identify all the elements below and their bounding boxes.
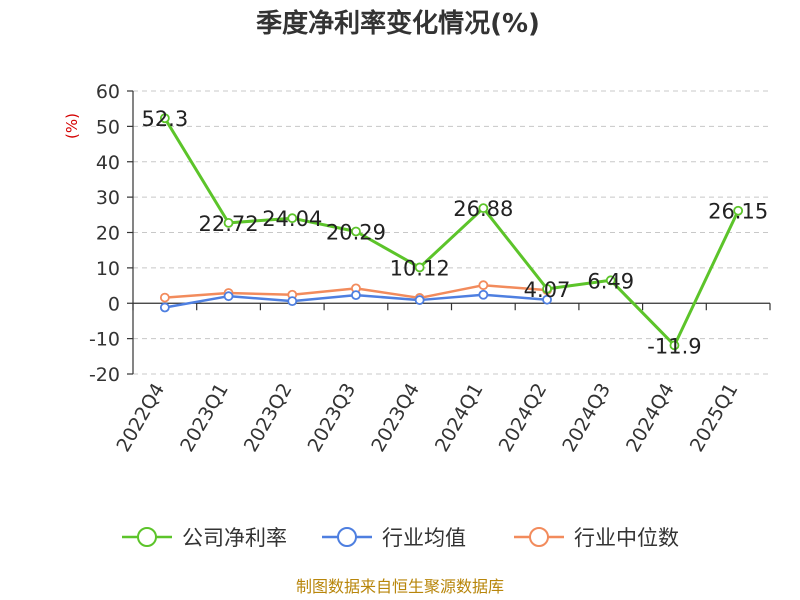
legend-label: 行业均值	[382, 526, 466, 550]
y-tick-label: 60	[96, 81, 120, 103]
y-tick-label: -20	[89, 364, 120, 386]
x-tick-label: 2024Q2	[495, 380, 552, 456]
data-point	[287, 213, 298, 224]
y-tick-label: 50	[96, 116, 120, 138]
legend-label: 公司净利率	[182, 526, 287, 550]
y-tick-label: -10	[89, 329, 120, 351]
legend-marker	[137, 527, 157, 547]
y-tick-label: 40	[96, 152, 120, 174]
data-label: 24.04	[262, 207, 322, 231]
series-lines	[159, 113, 744, 351]
x-tick-label: 2024Q1	[431, 379, 488, 455]
grid-lines	[133, 90, 770, 375]
chart-title: 季度净利率变化情况(%)	[256, 8, 540, 39]
data-point	[478, 289, 489, 300]
data-point	[351, 290, 361, 301]
x-tick-label: 2023Q3	[304, 380, 361, 456]
x-tick-labels: 2022Q4 2023Q1 2023Q2 2023Q3 2023Q4 2024Q1 2024…	[112, 379, 742, 455]
data-point	[287, 296, 298, 307]
x-tick-label: 2023Q1	[176, 380, 233, 456]
y-tick-label: 10	[96, 258, 120, 280]
x-tick-label: 2023Q4	[367, 380, 424, 456]
data-label: 52.3	[141, 107, 188, 131]
data-label: -11.9	[647, 334, 701, 358]
data-point	[159, 292, 170, 303]
x-tick-label: 2024Q3	[558, 380, 615, 456]
data-label: 26.15	[708, 200, 768, 224]
legend-item[interactable]: 公司净利率	[122, 526, 287, 550]
data-point	[223, 291, 234, 302]
data-point	[351, 226, 361, 237]
data-label: 22.72	[198, 212, 258, 236]
y-axis-label: (%)	[63, 113, 81, 139]
y-tick-label: 0	[108, 293, 120, 315]
legend[interactable]: 公司净利率 行业均值 行业中位数	[122, 526, 679, 550]
data-point	[159, 302, 170, 313]
data-point	[414, 295, 425, 305]
series-line	[163, 117, 740, 347]
legend-item[interactable]: 行业均值	[322, 526, 466, 550]
axes	[127, 90, 771, 375]
data-point	[733, 205, 744, 216]
data-label: 10.12	[390, 256, 450, 280]
data-point	[542, 294, 552, 305]
data-label: 6.49	[587, 269, 634, 293]
x-tick-label: 2022Q4	[112, 380, 169, 456]
y-tick-label: 20	[96, 223, 120, 245]
x-tick-label: 2025Q1	[686, 380, 743, 456]
data-label: 26.88	[453, 197, 513, 221]
data-label: 4.07	[524, 278, 571, 302]
data-point	[223, 217, 234, 228]
legend-marker	[529, 527, 549, 547]
x-tick-label: 2024Q4	[622, 380, 679, 456]
y-tick-labels: -20 -10 0 10 20 30 40 50 60	[89, 81, 120, 386]
data-label: 20.29	[326, 220, 386, 244]
legend-marker	[337, 527, 357, 547]
x-tick-label: 2023Q2	[240, 380, 297, 456]
legend-label: 行业中位数	[574, 526, 679, 550]
data-point	[669, 340, 680, 351]
data-point	[542, 283, 552, 294]
y-tick-label: 30	[96, 187, 120, 209]
legend-item[interactable]: 行业中位数	[514, 526, 679, 550]
data-point	[478, 203, 489, 214]
data-point	[478, 280, 489, 291]
data-point	[414, 262, 425, 273]
data-point	[605, 275, 616, 286]
data-point	[159, 113, 170, 124]
source-note: 制图数据来自恒生聚源数据库	[296, 577, 504, 596]
